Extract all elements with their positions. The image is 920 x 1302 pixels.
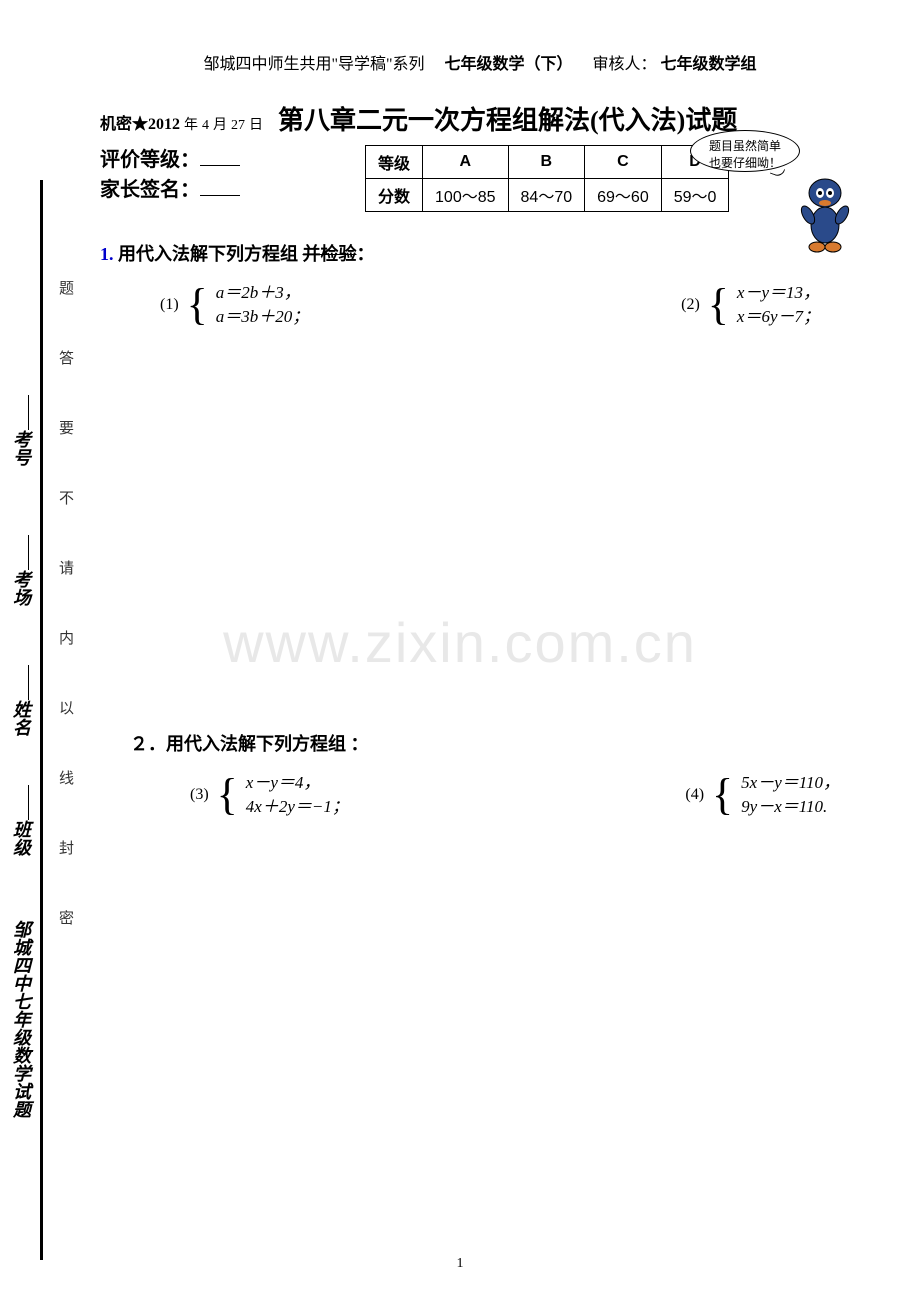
eval-label: 评价等级：	[100, 145, 250, 175]
seal-char: 题	[55, 280, 76, 295]
main-title: 第八章二元一次方程组解法(代入法)试题	[278, 100, 737, 137]
date-text: 机密★2012 年 4 月 27 日	[100, 110, 263, 134]
cartoon-character	[790, 175, 860, 255]
eq-system: a＝2b＋3， a＝3b＋20；	[216, 281, 310, 329]
q2-equations: (3) { x－y＝4， 4x＋2y＝−1； (4) { 5x－y＝110， 9…	[100, 771, 860, 819]
date-day: 27	[231, 118, 245, 133]
equation-1: (1) { a＝2b＋3， a＝3b＋20；	[160, 281, 309, 329]
eq-line: x－y＝13，	[737, 281, 820, 305]
eq-number: (3)	[190, 786, 209, 804]
bubble-line2: 也要仔细呦！	[691, 154, 799, 171]
eq-line: 4x＋2y＝−1；	[246, 795, 349, 819]
seal-char: 密	[55, 910, 76, 925]
table-cell: C	[585, 146, 662, 179]
page-number: 1	[457, 1256, 464, 1272]
brace-icon: {	[708, 294, 729, 316]
table-cell: 69～60	[585, 179, 662, 212]
table-row: 分数 100～85 84～70 69～60 59～0	[366, 179, 729, 212]
underline	[200, 195, 240, 196]
brace-icon: {	[712, 784, 733, 806]
q1-strike: 并检验	[303, 244, 357, 264]
table-cell: 84～70	[508, 179, 585, 212]
field-class: 班级	[8, 820, 34, 856]
eq-line: a＝3b＋20；	[216, 305, 310, 329]
cartoon-icon	[790, 175, 860, 255]
seal-char: 不	[55, 490, 76, 505]
eq-line: 5x－y＝110，	[741, 771, 840, 795]
table-cell: 分数	[366, 179, 423, 212]
table-row: 等级 A B C D	[366, 146, 729, 179]
eq-number: (1)	[160, 296, 179, 314]
page-header: 邹城四中师生共用"导学稿"系列 七年级数学（下） 审核人： 七年级数学组	[100, 50, 860, 74]
q2-number: ２．	[130, 734, 166, 754]
table-cell: 等级	[366, 146, 423, 179]
field-room: 考场	[8, 570, 34, 606]
date-month: 4	[202, 118, 209, 133]
grade-table: 等级 A B C D 分数 100～85 84～70 69～60 59～0	[365, 145, 729, 212]
eq-line: a＝2b＋3，	[216, 281, 310, 305]
school-title-vertical: 邹城四中七年级数学试题	[8, 920, 34, 1180]
day-suffix: 日	[249, 118, 263, 133]
seal-char: 以	[55, 700, 76, 715]
field-name: 姓名	[8, 700, 34, 736]
equation-3: (3) { x－y＝4， 4x＋2y＝−1；	[190, 771, 349, 819]
underline	[200, 165, 240, 166]
parent-text: 家长签名：	[100, 179, 200, 201]
speech-bubble: 题目虽然简单 也要仔细呦！	[690, 130, 800, 172]
brace-icon: {	[187, 294, 208, 316]
eq-line: x－y＝4，	[246, 771, 349, 795]
seal-line-text: 密 封 线 以 内 请 不 要 答 题	[55, 250, 85, 950]
q1-header: 1. 用代入法解下列方程组 并检验：	[100, 240, 860, 266]
seal-char: 答	[55, 350, 76, 365]
date-prefix: 机密★	[100, 116, 148, 133]
year-suffix: 年	[184, 118, 198, 133]
table-cell: B	[508, 146, 585, 179]
q1-colon: ：	[357, 244, 375, 264]
underline	[28, 395, 29, 430]
question-2: ２．用代入法解下列方程组 ： (3) { x－y＝4， 4x＋2y＝−1； (4…	[100, 730, 860, 819]
eq-number: (2)	[681, 296, 700, 314]
eq-system: x－y＝4， 4x＋2y＝−1；	[246, 771, 349, 819]
left-border	[40, 180, 43, 1260]
underline	[28, 665, 29, 700]
vertical-labels: 邹城四中七年级数学试题 班级 姓名 考场 考号	[0, 200, 40, 1000]
q1-text: 用代入法解下列方程组	[118, 244, 298, 264]
header-reviewer: 七年级数学组	[661, 56, 757, 73]
q2-header: ２．用代入法解下列方程组 ：	[130, 730, 860, 756]
table-cell: A	[423, 146, 509, 179]
seal-char: 封	[55, 840, 76, 855]
header-reviewer-label: 审核人：	[593, 56, 657, 73]
header-subject: 七年级数学（下）	[445, 56, 573, 73]
underline	[28, 535, 29, 570]
eq-system: 5x－y＝110， 9y－x＝110.	[741, 771, 840, 819]
eq-line: x＝6y－7；	[737, 305, 820, 329]
equation-2: (2) { x－y＝13， x＝6y－7；	[681, 281, 820, 329]
eq-number: (4)	[685, 786, 704, 804]
eq-line: 9y－x＝110.	[741, 795, 840, 819]
header-series: 邹城四中师生共用"导学稿"系列	[203, 56, 424, 73]
field-examno: 考号	[8, 430, 34, 466]
eval-text: 评价等级：	[100, 149, 200, 171]
table-cell: 100～85	[423, 179, 509, 212]
date-year: 2012	[148, 116, 180, 133]
question-1: 1. 用代入法解下列方程组 并检验： (1) { a＝2b＋3， a＝3b＋20…	[100, 240, 860, 329]
seal-char: 线	[55, 770, 76, 785]
table-cell: 59～0	[661, 179, 729, 212]
eq-system: x－y＝13， x＝6y－7；	[737, 281, 820, 329]
q2-text: 用代入法解下列方程组 ：	[166, 734, 369, 754]
grade-labels: 评价等级： 家长签名：	[100, 145, 250, 205]
watermark: www.zixin.com.cn	[223, 610, 697, 675]
brace-icon: {	[217, 784, 238, 806]
q1-equations: (1) { a＝2b＋3， a＝3b＋20； (2) { x－y＝13， x＝6…	[100, 281, 860, 329]
bubble-line1: 题目虽然简单	[691, 137, 799, 154]
seal-char: 请	[55, 560, 76, 575]
underline	[28, 785, 29, 820]
month-suffix: 月	[213, 118, 227, 133]
q1-number: 1.	[100, 244, 114, 264]
seal-char: 内	[55, 630, 76, 645]
seal-char: 要	[55, 420, 76, 435]
parent-label: 家长签名：	[100, 175, 250, 205]
equation-4: (4) { 5x－y＝110， 9y－x＝110.	[685, 771, 840, 819]
